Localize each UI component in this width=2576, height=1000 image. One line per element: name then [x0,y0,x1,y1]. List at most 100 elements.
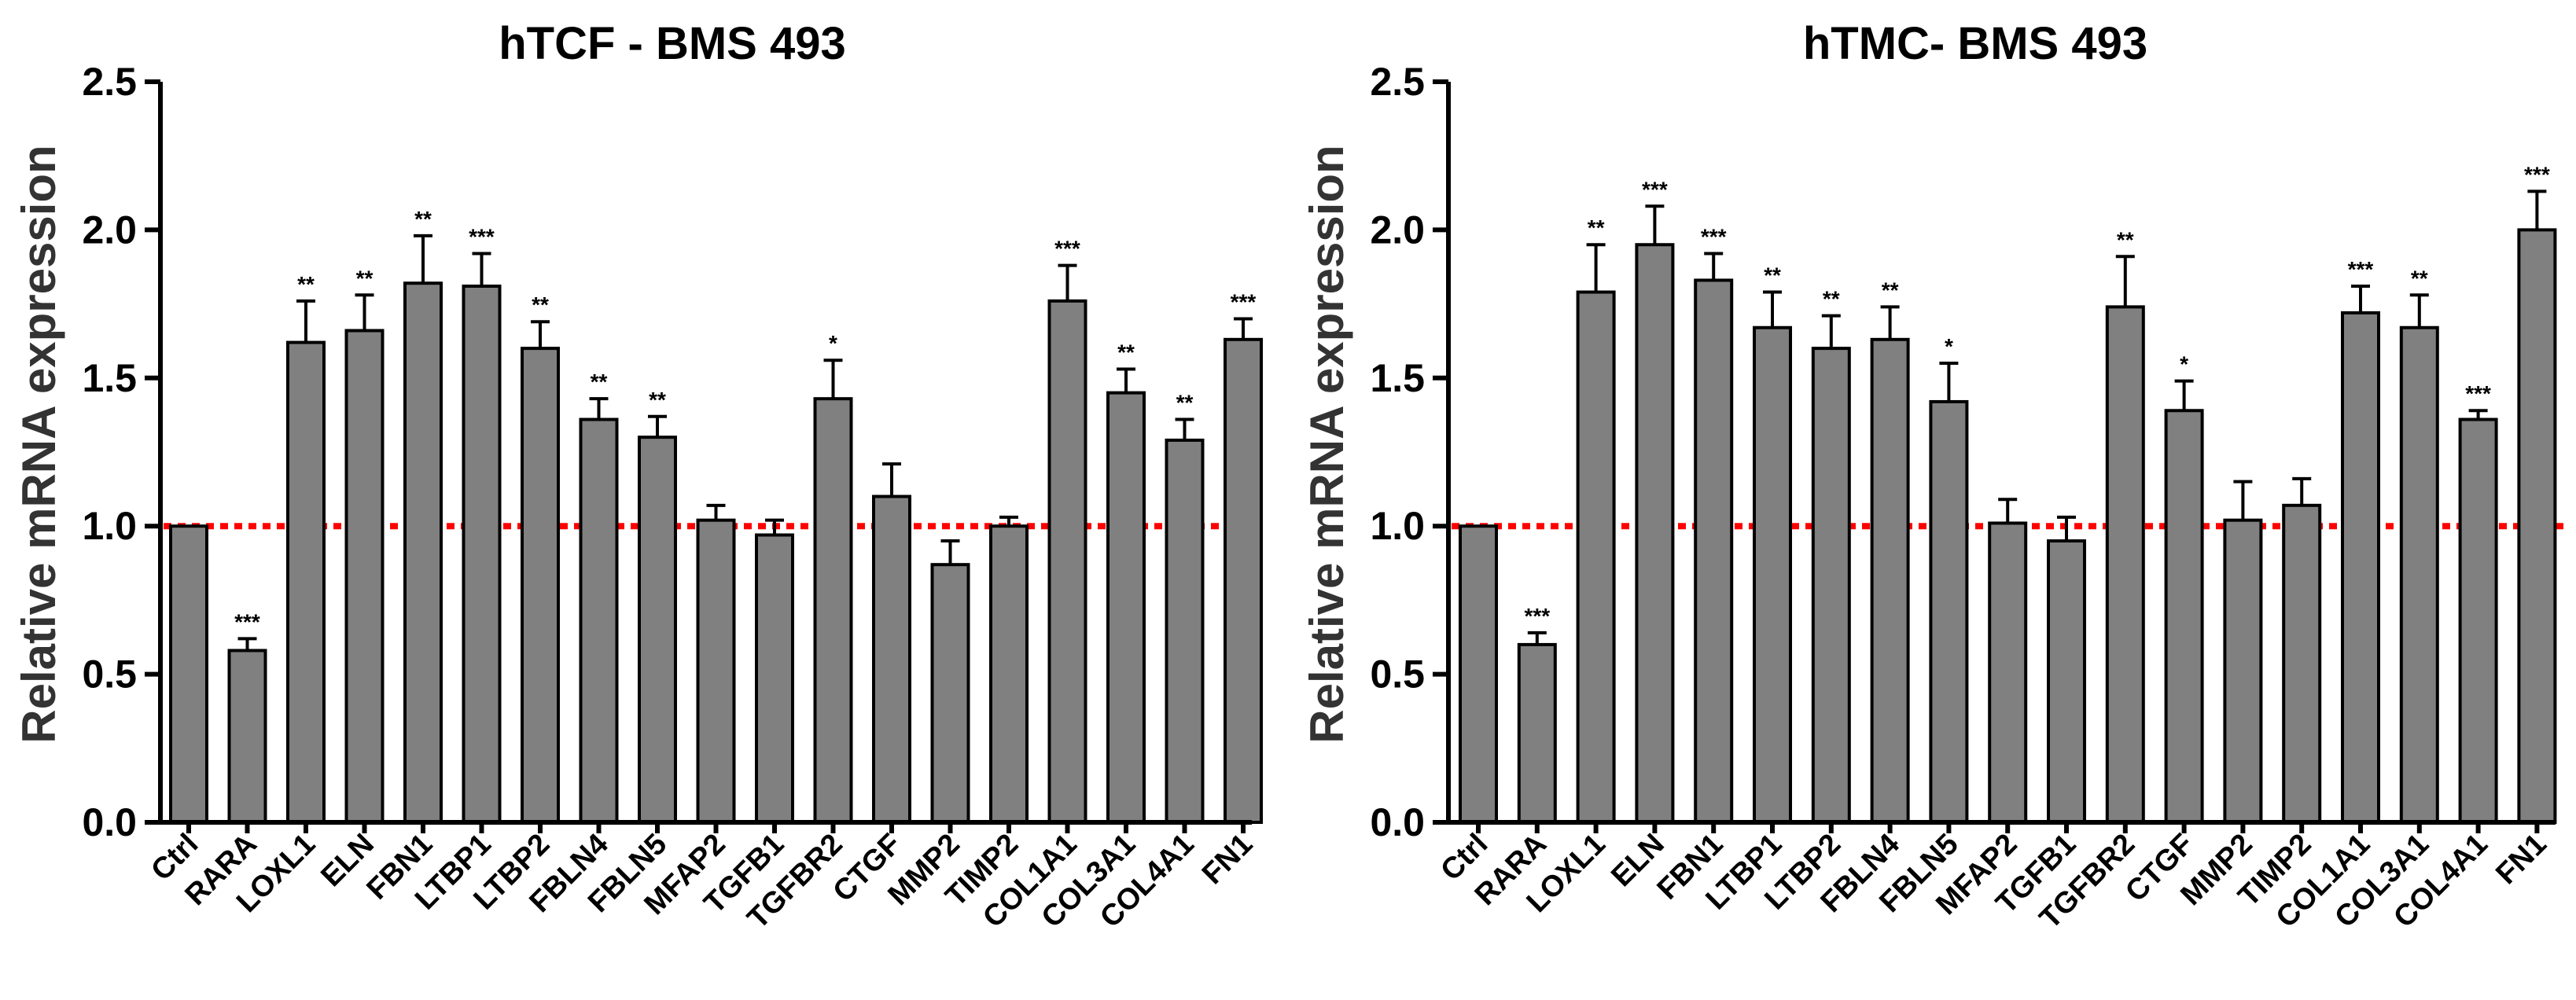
bar-group-rara: *** [1517,604,1557,824]
significance-label: ** [649,388,666,412]
bar [1106,391,1146,824]
significance-label: *** [1054,237,1080,261]
bar [1694,278,1734,824]
y-tick-label: 1.0 [1370,504,1425,548]
bar [2458,417,2498,824]
bar-group-col1a1: *** [1047,237,1087,825]
bar [1870,337,1910,825]
bar-group-loxl1: ** [286,272,326,825]
bar [227,649,267,824]
bar [1576,290,1616,824]
chart-title: hTCF - BMS 493 [499,18,846,69]
y-tick-label: 0.0 [1370,800,1425,844]
significance-label: ** [1882,278,1899,302]
chart-panel-htmc: hTMC- BMS 493 Relative mRNA expression *… [1301,18,2563,936]
bar-group-fn1: *** [1224,289,1263,825]
bar [1517,642,1557,824]
bar [579,417,619,824]
bar-group-loxl1: ** [1576,215,1616,824]
significance-label: ** [2117,227,2134,252]
significance-label: ** [1588,215,1605,240]
y-axis-label: Relative mRNA expression [13,145,65,743]
chart-title: hTMC- BMS 493 [1803,18,2147,69]
significance-label: * [1945,334,1953,358]
bar-group-fbln5: ** [638,388,677,824]
significance-label: *** [2524,162,2550,186]
bar [638,436,677,824]
bar [2105,305,2145,825]
bar-group-col3a1: ** [1106,340,1146,824]
bar-group-ctrl [1459,524,1498,824]
bar-group-eln: *** [1635,177,1675,824]
bar-group-fbn1: *** [1694,225,1734,824]
bar [169,524,208,824]
bar-group-mfap2 [696,503,736,824]
bar [1929,399,1969,825]
bar-group-col4a1: ** [1165,391,1205,824]
significance-label: ** [532,292,549,317]
significance-label: ** [356,266,374,290]
bar [755,533,794,825]
bar-group-fn1: *** [2517,162,2557,824]
bar-group-ltbp2: ** [521,292,560,824]
bars-group: ***** ************************ [169,207,1263,825]
x-tick-label: FN1 [2490,828,2552,891]
significance-label: *** [234,609,260,634]
significance-label: *** [2465,381,2491,406]
bar-group-tgfbr2: ** [2105,227,2145,825]
bar-group-fbn1: ** [403,207,443,824]
bar-group-col1a1: *** [2341,257,2380,824]
bar [403,281,443,824]
bar [2517,228,2557,824]
significance-label: ** [2411,266,2428,290]
bar [1047,299,1087,825]
significance-label: * [829,331,837,355]
bar-group-fbln4: ** [579,369,619,824]
bar [1635,243,1675,824]
y-tick-label: 1.0 [82,504,137,548]
significance-label: *** [1642,177,1668,201]
y-tick-label: 2.5 [1370,60,1425,104]
x-tick-label: FN1 [1196,828,1259,891]
significance-label: *** [1701,225,1727,249]
bar-group-tgfb1 [2047,515,2086,824]
bar-group-mmp2 [930,539,970,825]
bar [2341,311,2380,824]
bar-group-ltbp1: *** [462,225,502,824]
bar [1459,524,1498,824]
bar [813,397,853,824]
significance-label: *** [1524,604,1550,628]
chart-panel-htcf: hTCF - BMS 493 Relative mRNA expression … [13,18,1263,936]
bar-group-fbln4: ** [1870,278,1910,825]
bar [2223,518,2263,824]
bar [1753,325,1792,824]
y-tick-label: 0.0 [82,800,137,844]
y-tick-label: 0.5 [1370,653,1425,697]
significance-label: ** [1176,391,1194,415]
y-tick-label: 2.0 [1370,208,1425,252]
y-tick-label: 0.5 [82,653,137,697]
bar-group-ltbp2: ** [1811,287,1851,824]
bar-group-col4a1: *** [2458,381,2498,824]
significance-label: ** [297,272,315,296]
bars-group: *************** ********* ******** [1459,162,2557,825]
bar [286,340,326,825]
bar-group-ctgf: * [2164,352,2204,824]
significance-label: ** [1823,287,1840,311]
bar-group-tgfb1 [755,518,794,825]
bar-group-timp2 [989,515,1029,824]
bar [872,494,911,825]
bar-group-rara: *** [227,609,267,824]
significance-label: *** [2348,257,2374,281]
significance-label: ** [1117,340,1135,364]
significance-label: *** [469,225,495,249]
bar [2047,539,2086,824]
significance-label: ** [414,207,432,231]
bar-group-tgfbr2: * [813,331,853,824]
bar-group-timp2 [2282,476,2322,824]
significance-label: * [2180,352,2188,377]
y-axis-label: Relative mRNA expression [1301,145,1353,743]
bar [2282,503,2322,824]
bar-group-ctgf [872,462,911,825]
bar [1988,521,2028,824]
